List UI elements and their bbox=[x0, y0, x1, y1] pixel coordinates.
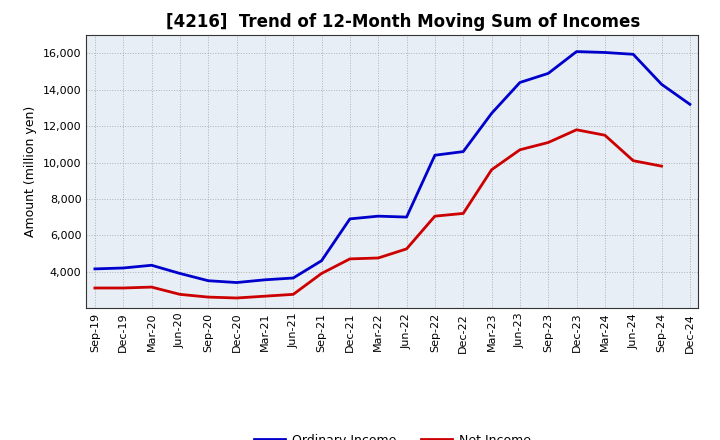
Net Income bbox=[374, 255, 382, 260]
Ordinary Income bbox=[289, 275, 297, 281]
Line: Net Income: Net Income bbox=[95, 130, 662, 298]
Ordinary Income bbox=[176, 271, 184, 276]
Net Income bbox=[318, 271, 326, 276]
Net Income bbox=[346, 256, 354, 261]
Ordinary Income bbox=[544, 71, 552, 76]
Ordinary Income bbox=[261, 277, 269, 282]
Ordinary Income bbox=[487, 111, 496, 116]
Ordinary Income bbox=[600, 50, 609, 55]
Y-axis label: Amount (million yen): Amount (million yen) bbox=[24, 106, 37, 237]
Ordinary Income bbox=[431, 153, 439, 158]
Net Income bbox=[204, 294, 212, 300]
Ordinary Income bbox=[629, 51, 637, 57]
Net Income bbox=[572, 127, 581, 132]
Net Income bbox=[629, 158, 637, 163]
Ordinary Income bbox=[119, 265, 127, 271]
Ordinary Income bbox=[233, 280, 241, 285]
Ordinary Income bbox=[459, 149, 467, 154]
Ordinary Income bbox=[204, 278, 212, 283]
Net Income bbox=[119, 286, 127, 291]
Net Income bbox=[176, 292, 184, 297]
Net Income bbox=[233, 295, 241, 301]
Ordinary Income bbox=[516, 80, 524, 85]
Line: Ordinary Income: Ordinary Income bbox=[95, 51, 690, 282]
Ordinary Income bbox=[572, 49, 581, 54]
Net Income bbox=[148, 284, 156, 290]
Ordinary Income bbox=[91, 266, 99, 271]
Net Income bbox=[657, 164, 666, 169]
Net Income bbox=[261, 293, 269, 299]
Net Income bbox=[487, 167, 496, 172]
Legend: Ordinary Income, Net Income: Ordinary Income, Net Income bbox=[249, 429, 536, 440]
Ordinary Income bbox=[402, 214, 411, 220]
Net Income bbox=[516, 147, 524, 152]
Ordinary Income bbox=[657, 82, 666, 87]
Net Income bbox=[431, 213, 439, 219]
Text: [4216]  Trend of 12-Month Moving Sum of Incomes: [4216] Trend of 12-Month Moving Sum of I… bbox=[166, 13, 640, 31]
Ordinary Income bbox=[318, 258, 326, 264]
Net Income bbox=[459, 211, 467, 216]
Net Income bbox=[402, 246, 411, 252]
Ordinary Income bbox=[346, 216, 354, 221]
Net Income bbox=[600, 132, 609, 138]
Net Income bbox=[544, 140, 552, 145]
Ordinary Income bbox=[148, 263, 156, 268]
Ordinary Income bbox=[685, 102, 694, 107]
Ordinary Income bbox=[374, 213, 382, 219]
Net Income bbox=[289, 292, 297, 297]
Net Income bbox=[91, 286, 99, 291]
